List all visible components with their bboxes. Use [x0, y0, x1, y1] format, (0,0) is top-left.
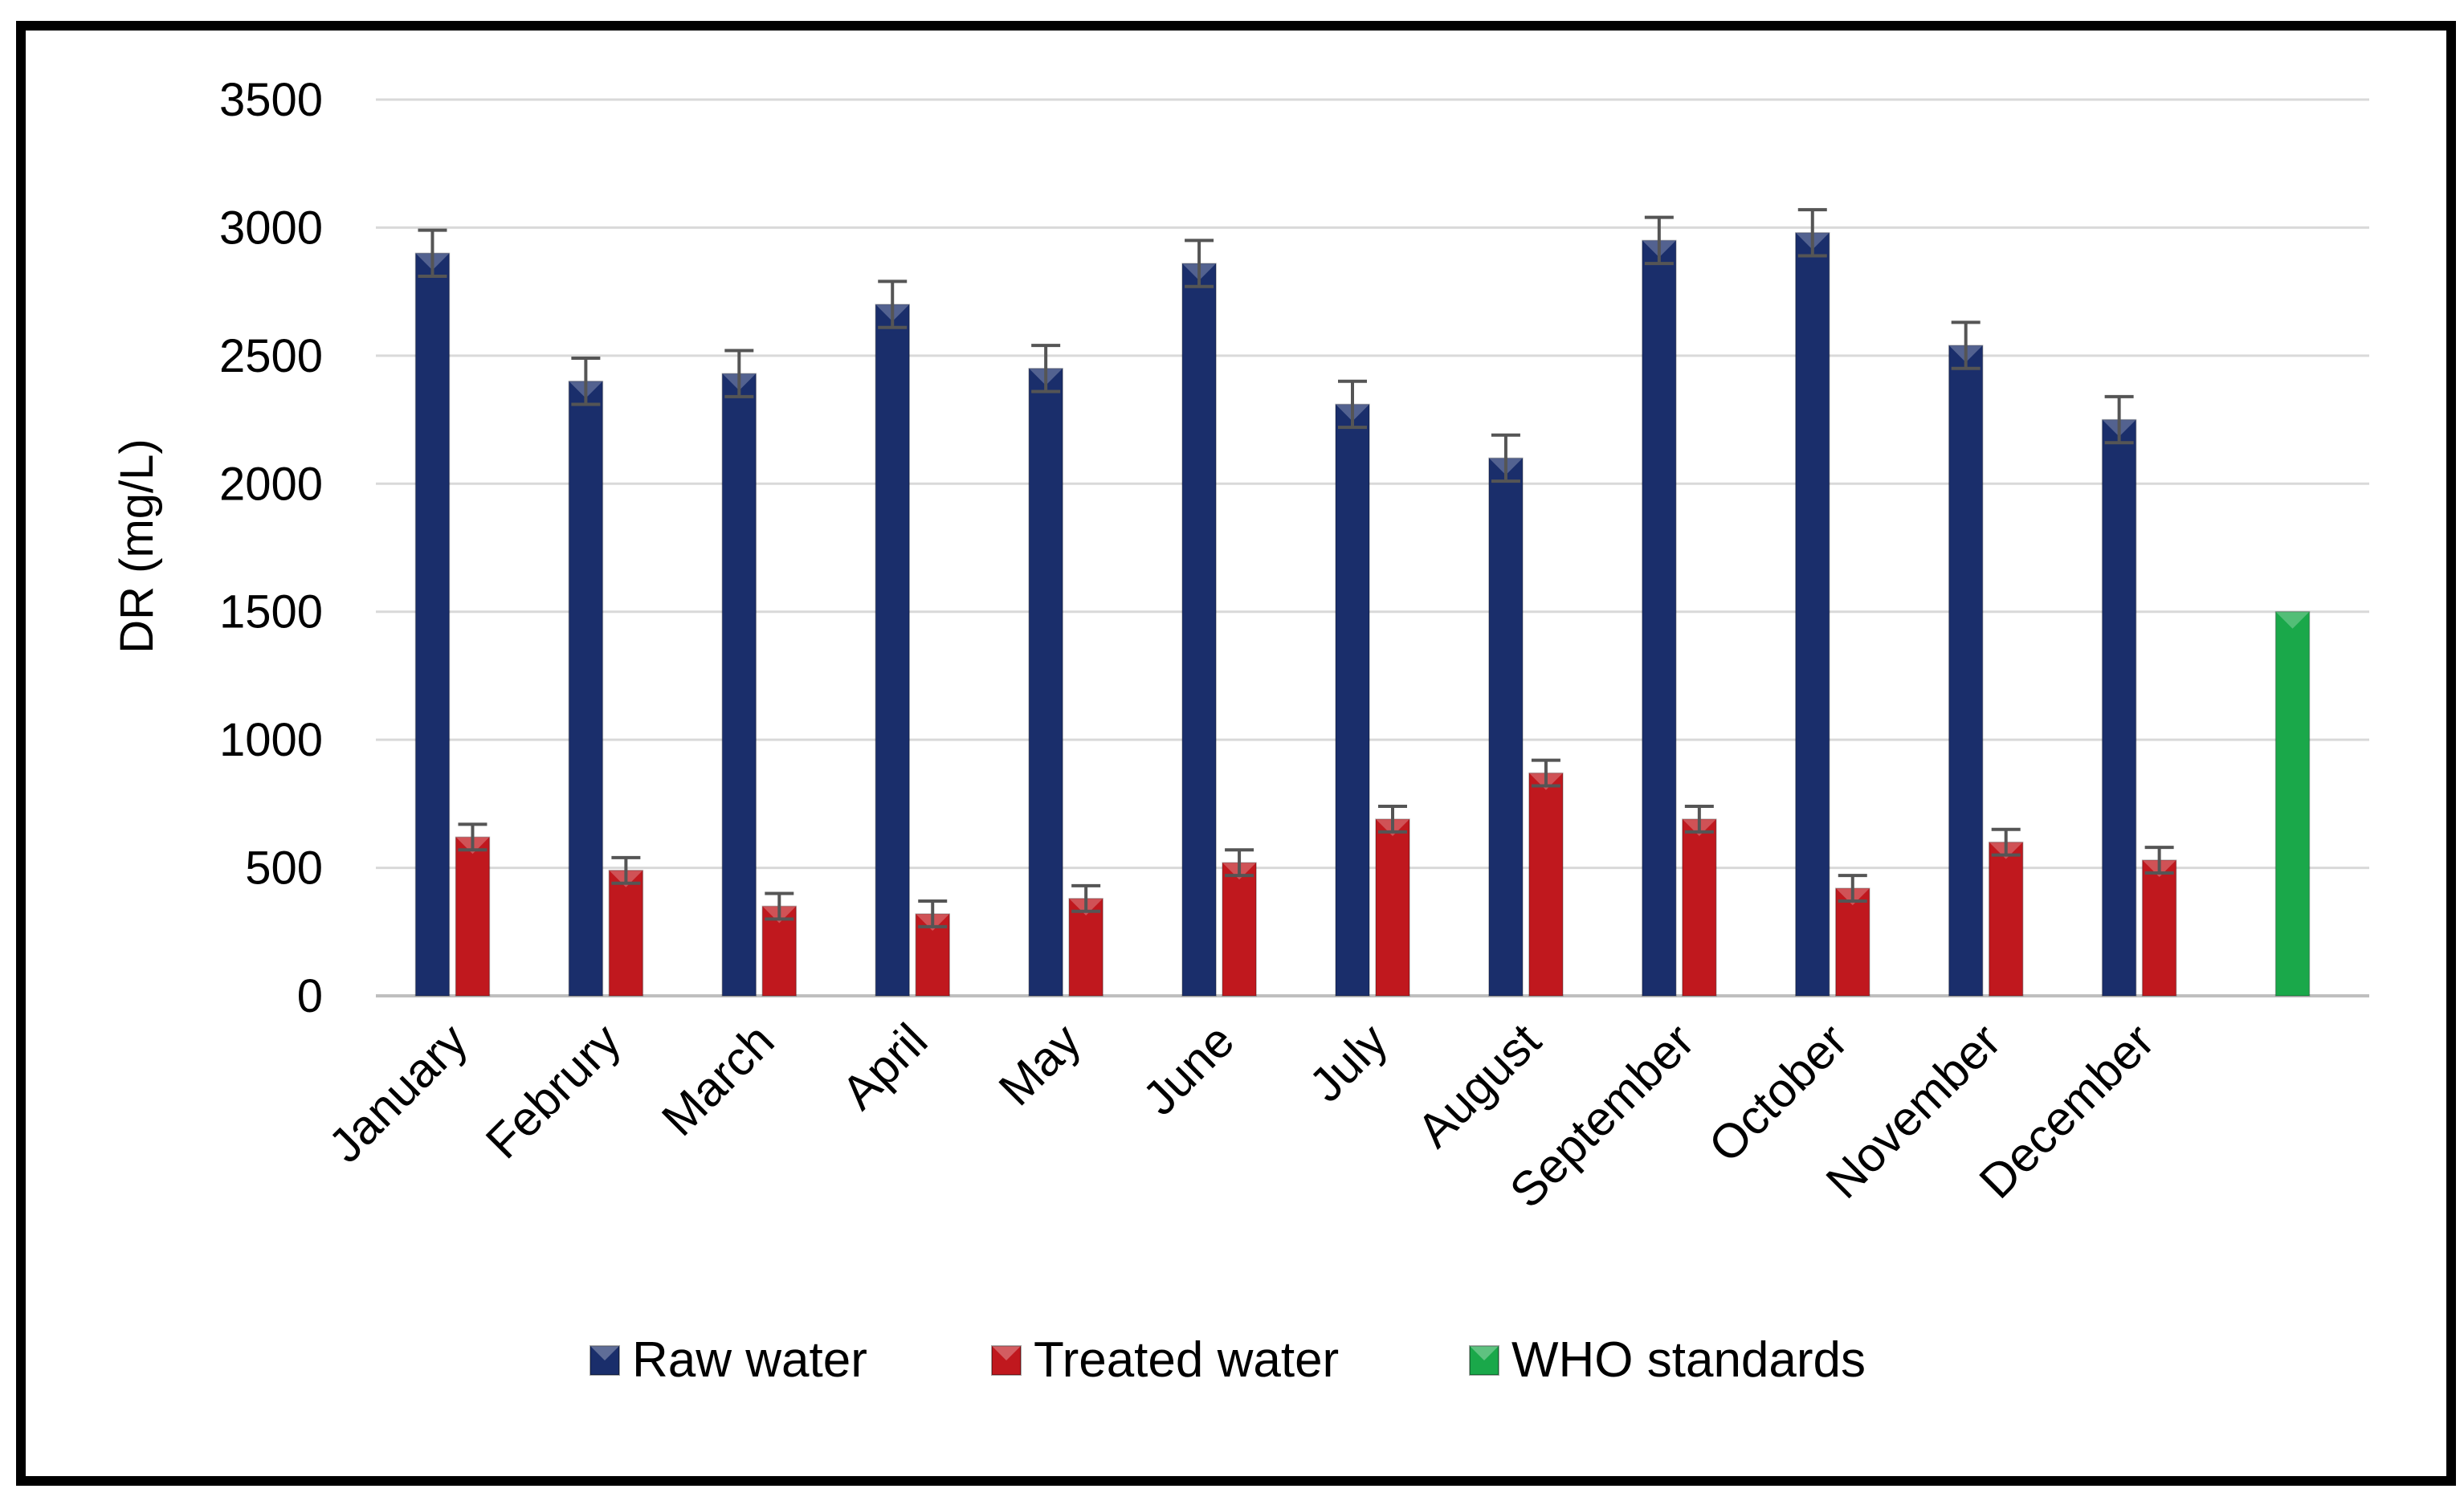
error-bars: [418, 208, 2174, 928]
x-tick-label: May: [989, 1014, 1091, 1116]
bar-raw-water: [1488, 457, 1524, 997]
bar-treated-water: [1528, 772, 1564, 997]
x-tick-label: June: [1132, 1014, 1244, 1125]
legend-label-treated-water: Treated water: [1034, 1332, 1339, 1388]
bar-treated-water: [608, 870, 644, 997]
y-tick-label: 3500: [219, 74, 323, 126]
y-tick-label: 0: [297, 970, 323, 1022]
y-tick-label: 2500: [219, 330, 323, 382]
bar-raw-water: [1181, 263, 1217, 997]
bar-raw-water: [1335, 403, 1370, 997]
bar-raw-water: [875, 304, 910, 997]
bar-treated-water: [1835, 887, 1870, 997]
bar-treated-water: [2141, 859, 2177, 997]
legend-swatch-treated-water: [991, 1345, 1022, 1376]
legend-swatch-bevel: [590, 1346, 619, 1360]
bar-treated-water: [1222, 862, 1257, 997]
y-axis-ticks: 0 500 1000 1500 2000 2500 3000 3500: [219, 74, 323, 1022]
x-tick-label: July: [1299, 1014, 1397, 1112]
legend-swatch-who-standards: [1469, 1345, 1499, 1376]
legend-label-raw-water: Raw water: [632, 1332, 867, 1388]
bar-treated-water: [1988, 841, 2024, 997]
x-tick-label: Februry: [475, 1014, 631, 1169]
bar-treated-water: [761, 905, 798, 997]
bar-raw-water: [1795, 232, 1830, 997]
y-tick-label: 500: [245, 842, 323, 895]
bar-raw-water: [1028, 368, 1063, 997]
legend: Raw water Treated water WHO standards: [589, 1332, 1866, 1388]
legend-swatch-raw-water: [589, 1345, 620, 1376]
y-tick-label: 1000: [219, 714, 323, 766]
bar-treated-water: [1682, 818, 1717, 997]
legend-swatch-bevel: [1470, 1346, 1499, 1360]
bar-who-standards: [2274, 610, 2311, 997]
bar-raw-water: [414, 252, 451, 997]
y-axis-label: DR (mg/L): [111, 438, 163, 653]
x-tick-label: January: [318, 1014, 477, 1173]
bar-treated-water: [455, 836, 491, 997]
y-tick-label: 2000: [219, 458, 323, 510]
bar-raw-water: [1642, 239, 1677, 997]
bars: [414, 232, 2311, 997]
x-tick-label: October: [1699, 1014, 1858, 1173]
legend-label-who-standards: WHO standards: [1511, 1332, 1866, 1388]
bar-raw-water: [1948, 345, 1984, 997]
x-tick-label: March: [651, 1014, 784, 1146]
x-tick-label: August: [1407, 1014, 1552, 1158]
y-tick-label: 1500: [219, 586, 323, 638]
gridlines: [376, 98, 2369, 997]
bar-raw-water: [568, 380, 604, 997]
legend-swatch-bevel: [992, 1346, 1021, 1360]
bar-raw-water: [721, 373, 757, 997]
x-tick-label: April: [831, 1014, 937, 1120]
bar-raw-water: [2101, 418, 2137, 997]
bar-treated-water: [1375, 818, 1410, 997]
y-tick-label: 3000: [219, 202, 323, 254]
bar-treated-water: [1068, 898, 1103, 997]
bar-bevel: [2275, 611, 2310, 629]
